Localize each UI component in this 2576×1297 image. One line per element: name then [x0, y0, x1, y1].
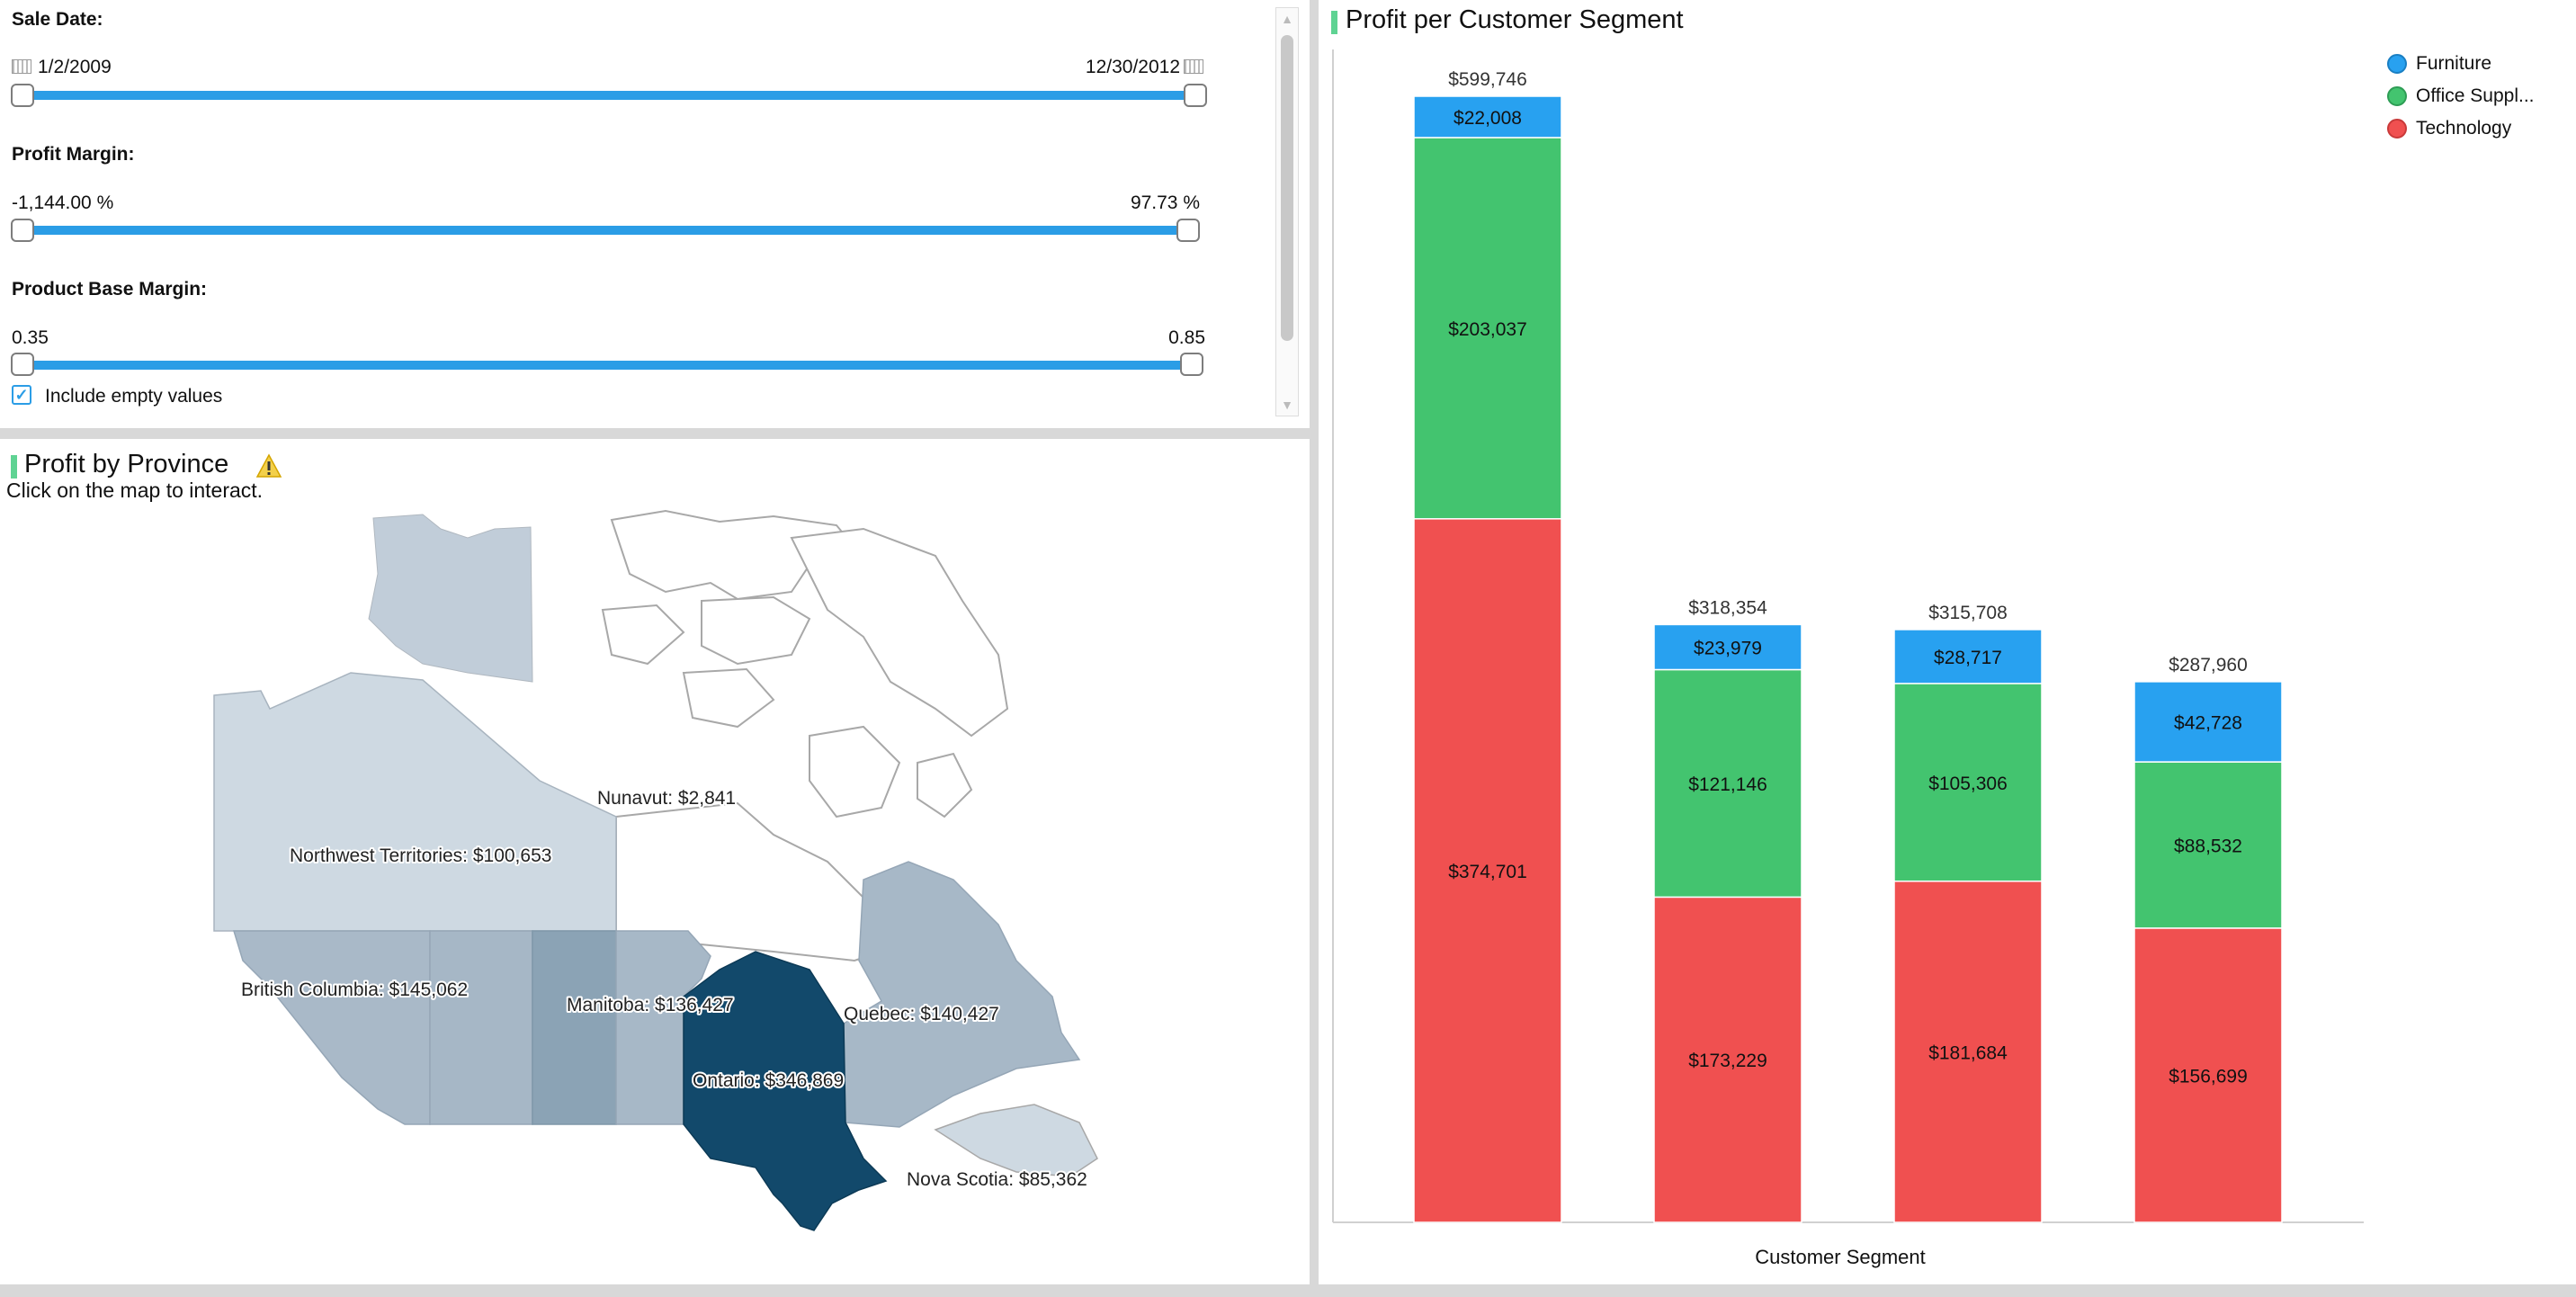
label-british-columbia: British Columbia: $145,062 — [241, 979, 468, 1000]
province-british-columbia[interactable] — [232, 930, 431, 1125]
product-base-margin-max-handle[interactable] — [1180, 353, 1203, 376]
legend-technology[interactable]: Technology — [2416, 118, 2512, 139]
bar-value-label: $203,037 — [1448, 319, 1527, 340]
profit-margin-label: Profit Margin: — [12, 144, 135, 165]
bar-value-label: $88,532 — [2174, 836, 2242, 856]
filters-panel: Sale Date: 1/2/2009 12/30/2012 Profit Ma… — [0, 0, 1310, 428]
profit-margin-min-handle[interactable] — [11, 219, 34, 242]
province-saskatchewan[interactable] — [532, 930, 617, 1125]
label-quebec: Quebec: $140,427 — [844, 1004, 999, 1024]
province-northwest-territories[interactable] — [213, 672, 617, 932]
bar-segment[interactable] — [1893, 683, 2043, 882]
calendar-icon-start[interactable] — [12, 59, 31, 74]
chart-panel: Profit per Customer Segment Furniture Of… — [1319, 0, 2576, 1284]
product-base-margin-max[interactable]: 0.85 — [1168, 327, 1205, 348]
bar-value-label: $173,229 — [1688, 1051, 1767, 1071]
scroll-down-icon[interactable]: ▼ — [1281, 398, 1293, 412]
product-base-margin-label: Product Base Margin: — [12, 279, 208, 300]
bar-total-label: $318,354 — [1688, 597, 1767, 618]
profit-margin-max-handle[interactable] — [1176, 219, 1200, 242]
canada-map[interactable]: Nunavut: $2,841 Northwest Territories: $… — [0, 439, 1310, 1284]
bar-value-label: $22,008 — [1453, 108, 1522, 129]
province-alberta[interactable] — [429, 930, 533, 1125]
scroll-thumb[interactable] — [1281, 35, 1293, 341]
bar-total-label: $599,746 — [1448, 69, 1527, 90]
x-axis-label: Customer Segment — [1755, 1246, 1926, 1268]
map-title: Profit by Province — [24, 450, 229, 479]
bar-segment[interactable] — [2133, 761, 2283, 929]
bar-total-label: $315,708 — [1928, 603, 2008, 623]
bar-segment[interactable] — [1653, 896, 1802, 1223]
label-nova-scotia: Nova Scotia: $85,362 — [907, 1169, 1087, 1190]
bar-value-label: $181,684 — [1928, 1042, 2008, 1063]
bar-total-label: $287,960 — [2169, 655, 2248, 675]
bar-value-label: $105,306 — [1928, 774, 2008, 794]
bar-segment[interactable] — [1413, 95, 1562, 139]
bar-value-label: $156,699 — [2169, 1066, 2248, 1087]
product-base-margin-slider-track[interactable] — [23, 361, 1198, 370]
profit-margin-max[interactable]: 97.73 % — [1130, 192, 1200, 213]
province-yukon[interactable] — [368, 514, 533, 683]
product-base-margin-min[interactable]: 0.35 — [12, 327, 49, 348]
province-quebec[interactable] — [843, 861, 1081, 1128]
stacked-bar-chart[interactable]: $374,701 $203,037 $22,008 $599,746 $173,229 $… — [1319, 0, 2576, 1284]
label-northwest-territories: Northwest Territories: $100,653 — [290, 845, 551, 866]
bar-segment[interactable] — [2133, 927, 2283, 1223]
sale-date-label: Sale Date: — [12, 9, 103, 30]
legend-dot-furniture[interactable] — [2387, 54, 2407, 74]
product-base-margin-min-handle[interactable] — [11, 353, 34, 376]
arctic-islands — [601, 509, 1009, 818]
bar-value-label: $23,979 — [1694, 638, 1762, 658]
profit-margin-slider-track[interactable] — [23, 226, 1194, 235]
province-manitoba[interactable] — [615, 930, 711, 1125]
bar-segment[interactable] — [2133, 681, 2283, 763]
bar-value-label: $42,728 — [2174, 712, 2242, 733]
bar-segment[interactable] — [1413, 518, 1562, 1223]
include-empty-checkbox[interactable]: ✓ — [12, 385, 31, 405]
map-subtitle: Click on the map to interact. — [6, 479, 264, 502]
chart-title-accent — [1331, 11, 1337, 34]
bar-value-label: $121,146 — [1688, 774, 1767, 795]
map-title-accent — [11, 455, 17, 479]
legend-furniture[interactable]: Furniture — [2416, 53, 2492, 74]
sale-date-max-handle[interactable] — [1184, 84, 1207, 107]
profit-margin-min[interactable]: -1,144.00 % — [12, 192, 114, 213]
bar-segment[interactable] — [1893, 880, 2043, 1223]
label-ontario: Ontario: $346,869 — [693, 1070, 844, 1091]
legend-dot-technology[interactable] — [2387, 119, 2407, 139]
bar-segment[interactable] — [1413, 137, 1562, 520]
sale-date-max[interactable]: 12/30/2012 — [1085, 57, 1180, 77]
label-manitoba: Manitoba: $136,427 — [567, 995, 734, 1015]
chart-bars: $374,701 $203,037 $22,008 $599,746 $173,229 $… — [1413, 69, 2283, 1223]
sale-date-slider-track[interactable] — [23, 91, 1193, 100]
sale-date-min[interactable]: 1/2/2009 — [38, 57, 112, 77]
legend-dot-office-supplies[interactable] — [2387, 86, 2407, 106]
province-maritimes[interactable] — [934, 1104, 1098, 1177]
legend-office-supplies[interactable]: Office Suppl... — [2416, 85, 2535, 106]
scroll-up-icon[interactable]: ▲ — [1281, 12, 1293, 26]
warning-icon[interactable] — [255, 453, 282, 479]
bar-segment[interactable] — [1893, 629, 2043, 684]
calendar-icon-end[interactable] — [1184, 59, 1203, 74]
province-ontario[interactable] — [683, 951, 888, 1231]
sale-date-min-handle[interactable] — [11, 84, 34, 107]
include-empty-label: Include empty values — [45, 386, 223, 407]
map-panel: Profit by Province Click on the map to i… — [0, 439, 1310, 1284]
bar-segment[interactable] — [1653, 668, 1802, 899]
bar-value-label: $28,717 — [1934, 648, 2002, 668]
filters-scrollbar[interactable]: ▲ ▼ — [1275, 7, 1299, 416]
bar-value-label: $374,701 — [1448, 862, 1527, 882]
bar-segment[interactable] — [1653, 623, 1802, 671]
label-nunavut: Nunavut: $2,841 — [597, 788, 736, 809]
chart-title: Profit per Customer Segment — [1346, 5, 1684, 34]
